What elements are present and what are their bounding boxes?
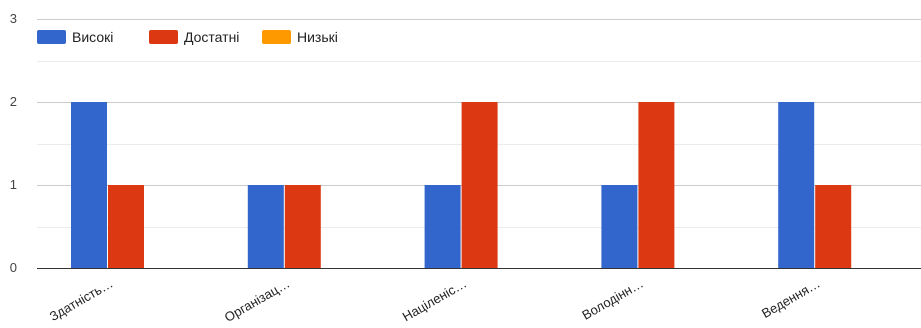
bar-1-5[interactable]: [778, 102, 815, 268]
x-category-label: Націленіс…: [400, 276, 469, 325]
x-category-label: Здатність…: [47, 276, 116, 324]
x-category-label: Володінн…: [579, 276, 645, 323]
bar-2-3[interactable]: [461, 102, 498, 268]
legend-swatch[interactable]: [37, 30, 66, 44]
legend-label[interactable]: Високі: [72, 29, 113, 45]
bar-1-2[interactable]: [247, 185, 284, 268]
x-category-label: Ведення…: [759, 276, 823, 321]
legend-swatch[interactable]: [262, 30, 291, 44]
y-tick-label: 3: [10, 11, 17, 26]
x-axis-tick-labels: Здатність… Організац… Націленіс… Володінн… В…: [47, 276, 823, 325]
legend: Високі Достатні Низькі: [37, 29, 338, 45]
legend-label[interactable]: Достатні: [184, 29, 239, 45]
legend-swatch[interactable]: [149, 30, 178, 44]
bars: [71, 102, 852, 268]
bar-2-4[interactable]: [638, 102, 675, 268]
bar-2-2[interactable]: [284, 185, 321, 268]
bar-1-4[interactable]: [601, 185, 638, 268]
y-tick-label: 2: [10, 94, 17, 109]
y-tick-label: 0: [10, 260, 17, 275]
x-category-label: Організац…: [222, 276, 292, 325]
bar-2-5[interactable]: [815, 185, 852, 268]
legend-label[interactable]: Низькі: [297, 29, 338, 45]
y-axis-tick-labels: 0 1 2 3: [10, 11, 17, 275]
bar-1-1[interactable]: [71, 102, 107, 268]
bar-2-1[interactable]: [108, 185, 144, 268]
y-tick-label: 1: [10, 177, 17, 192]
bar-1-3[interactable]: [424, 185, 461, 268]
